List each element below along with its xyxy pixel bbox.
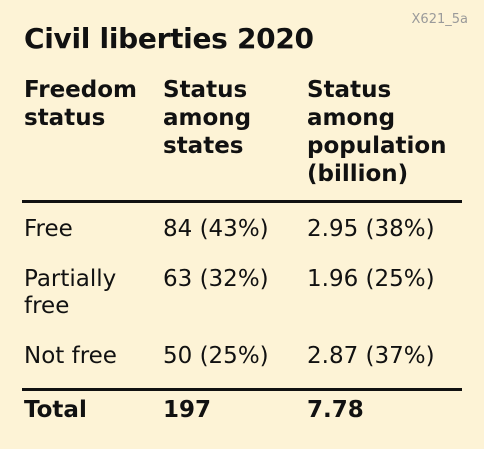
row-status: Free xyxy=(24,216,73,242)
header-status-among-states: Status among states xyxy=(163,77,252,159)
row-population: 2.95 (38%) xyxy=(307,216,435,242)
figure-code: X621_5a xyxy=(411,12,468,27)
total-label: Total xyxy=(24,397,87,423)
table-title: Civil liberties 2020 xyxy=(24,22,314,55)
total-population: 7.78 xyxy=(307,397,364,423)
row-states: 63 (32%) xyxy=(163,266,269,292)
header-divider xyxy=(22,200,462,203)
table-body: Free 84 (43%) 2.95 (38%) Partially free … xyxy=(22,203,462,388)
row-status: Partially free xyxy=(24,266,117,319)
total-states: 197 xyxy=(163,397,212,423)
total-divider xyxy=(22,388,462,391)
row-states: 50 (25%) xyxy=(163,343,269,369)
row-status: Not free xyxy=(24,343,117,369)
row-population: 1.96 (25%) xyxy=(307,266,435,292)
header-freedom-status: Freedom status xyxy=(24,77,138,131)
header-status-among-population: Status among population (billion) xyxy=(307,77,447,187)
table-header: Freedom status Status among states Statu… xyxy=(22,72,462,200)
total-row: Total 197 7.78 xyxy=(22,391,462,431)
data-table: Freedom status Status among states Statu… xyxy=(22,72,462,431)
row-population: 2.87 (37%) xyxy=(307,343,435,369)
row-states: 84 (43%) xyxy=(163,216,269,242)
